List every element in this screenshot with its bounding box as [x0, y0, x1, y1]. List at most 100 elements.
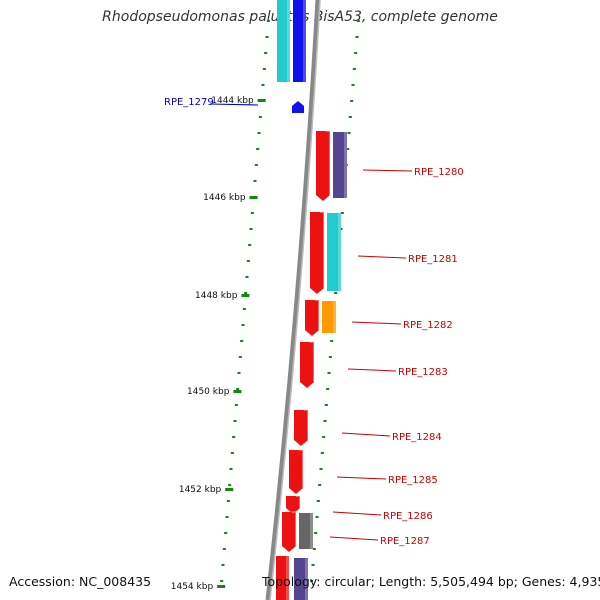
axis-dot-inner: [256, 148, 260, 150]
axis-dot-inner: [257, 132, 261, 134]
axis-dot-inner: [265, 36, 269, 38]
gene-arrow-red: [282, 512, 296, 552]
axis-tick-label: 1446 kbp: [203, 193, 246, 203]
axis-dot-inner: [254, 164, 258, 166]
axis-dot-inner: [258, 116, 262, 118]
cds-block-red: [276, 556, 289, 600]
gene-label: RPE_1285: [388, 475, 438, 486]
axis-tick: [217, 585, 226, 588]
axis-dot-outer: [326, 388, 330, 390]
gene-leader-line: [336, 476, 387, 480]
gene-leader-line: [362, 169, 413, 172]
axis-dot-inner: [237, 372, 241, 374]
gene-leader-line: [347, 368, 397, 372]
axis-tick-label: 1452 kbp: [179, 485, 222, 495]
axis-dot-inner: [246, 260, 250, 262]
gene-arrow-red-shine: [303, 409, 309, 440]
axis-dot-outer: [316, 500, 320, 502]
axis-dot-inner: [261, 84, 265, 86]
gene-arrow-red-shine: [314, 299, 320, 330]
gene-leader-line: [332, 511, 382, 516]
cog-block-purple-shine: [305, 558, 308, 600]
axis-dot-outer: [328, 356, 332, 358]
axis-dot-inner: [248, 244, 252, 246]
axis-dot-inner: [222, 548, 226, 550]
axis-dot-inner: [262, 68, 266, 70]
gene-arrow-red: [289, 450, 303, 494]
axis-tick: [249, 196, 258, 199]
axis-dot-inner: [230, 452, 234, 454]
gene-label: RPE_1280: [414, 167, 464, 178]
axis-dot-outer: [352, 68, 356, 70]
cog-block: [333, 132, 347, 198]
gene-leader-line: [209, 103, 259, 106]
axis-dot-outer: [318, 484, 322, 486]
gene-arrow-red: [286, 496, 300, 514]
gene-arrow-red-shine: [291, 511, 297, 546]
axis-dot-inner: [226, 500, 230, 502]
backbone-line: [265, 0, 321, 600]
axis-dot-inner: [245, 276, 249, 278]
axis-dot-inner: [250, 212, 254, 214]
cog-block-cyan-shine: [287, 0, 290, 82]
axis-dot-inner: [242, 308, 246, 310]
axis-dot-outer: [346, 148, 350, 150]
axis-dot-inner: [232, 436, 236, 438]
axis-tick: [241, 294, 250, 297]
gene-arrow-red: [316, 131, 330, 201]
axis-dot-inner: [264, 52, 268, 54]
axis-dot-inner: [220, 580, 224, 582]
gene-leader-line: [357, 255, 407, 259]
axis-dot-inner: [241, 324, 245, 326]
axis-dot-inner: [234, 404, 238, 406]
cog-block-shine: [338, 213, 341, 291]
gene-arrow-red-shine: [295, 495, 301, 508]
axis-dot-outer: [323, 420, 327, 422]
axis-tick-label: 1450 kbp: [187, 387, 230, 397]
gene-label: RPE_1286: [383, 511, 433, 522]
gene-leader-line: [329, 536, 379, 541]
axis-tick-label: 1448 kbp: [195, 291, 238, 301]
axis-dot-outer: [356, 20, 360, 22]
axis-dot-outer: [319, 468, 323, 470]
gene-label: RPE_1283: [398, 367, 448, 378]
gene-arrow-red: [300, 342, 314, 388]
cog-block: [299, 513, 313, 549]
axis-dot-outer: [315, 516, 319, 518]
axis-dot-inner: [238, 356, 242, 358]
gene-arrow-red: [310, 212, 324, 294]
axis-tick: [233, 390, 242, 393]
gene-label: RPE_1281: [408, 254, 458, 265]
axis-dot-outer: [324, 404, 328, 406]
axis-dot-outer: [350, 100, 354, 102]
axis-dot-inner: [244, 292, 248, 294]
backbone-highlight: [269, 0, 321, 600]
axis-dot-outer: [312, 548, 316, 550]
cds-block-red-shine: [286, 556, 289, 600]
gene-label: RPE_1282: [403, 320, 453, 331]
axis-dot-outer: [310, 580, 314, 582]
axis-dot-inner: [225, 516, 229, 518]
axis-dot-inner: [229, 468, 233, 470]
axis-dot-inner: [266, 20, 270, 22]
gene-label: RPE_1284: [392, 432, 442, 443]
axis-dot-inner: [253, 180, 257, 182]
axis-tick-label: 1454 kbp: [171, 582, 214, 592]
cds-block-blue: [293, 0, 306, 82]
axis-tick: [257, 99, 266, 102]
gene-leader-line: [351, 321, 402, 325]
gene-arrow-red: [305, 300, 319, 336]
axis-dot-outer: [347, 132, 351, 134]
axis-dot-outer: [320, 452, 324, 454]
cog-block-shine: [344, 132, 347, 198]
gene-label: RPE_1287: [380, 536, 430, 547]
gene-arrow-red-shine: [319, 211, 325, 288]
cds-block-blue-shine: [303, 0, 306, 82]
axis-dot-outer: [330, 340, 334, 342]
axis-dot-inner: [224, 532, 228, 534]
axis-dot-outer: [355, 36, 359, 38]
cog-block-purple: [294, 558, 308, 600]
gene-arrow-blue: [292, 101, 304, 113]
axis-dot-inner: [221, 564, 225, 566]
